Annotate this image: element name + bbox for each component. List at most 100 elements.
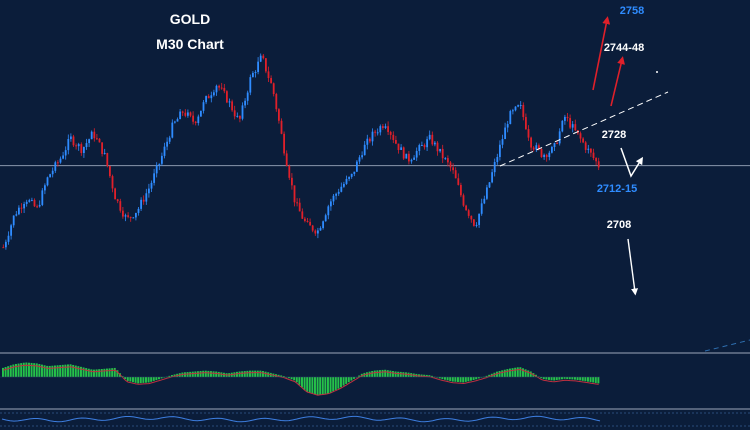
oscillator-bar <box>592 377 595 383</box>
candle-body <box>337 191 340 194</box>
candle-body <box>543 154 546 158</box>
oscillator-bar <box>316 377 319 396</box>
candle-body <box>46 177 49 186</box>
candle-body <box>173 121 176 123</box>
oscillator-bar <box>488 374 491 377</box>
candle-body <box>166 141 169 147</box>
candle-body <box>324 215 327 222</box>
oscillator-bar <box>246 370 249 377</box>
oscillator-bar <box>4 367 7 377</box>
candle-body <box>181 111 184 113</box>
oscillator-bar <box>306 377 309 392</box>
oscillator-bar <box>293 377 296 381</box>
candle-body <box>298 202 301 212</box>
arrow-up-2744 <box>610 56 625 107</box>
oscillator-bar <box>561 377 563 380</box>
candle-body <box>69 136 72 140</box>
oscillator-bar <box>529 371 532 377</box>
oscillator-bar <box>314 377 316 395</box>
oscillator-bar <box>574 377 576 380</box>
candle-body <box>23 203 26 209</box>
trendline <box>499 91 669 167</box>
annotations: 2758 2744-48 2728 2712-15 2708 <box>592 5 658 296</box>
oscillator-bar <box>142 377 145 383</box>
candle-body <box>231 101 234 111</box>
candle-body <box>415 150 418 158</box>
candle-body <box>402 147 405 159</box>
candle-body <box>179 111 182 120</box>
oscillator-bar <box>137 377 140 384</box>
candle-body <box>350 173 353 177</box>
candle-body <box>33 199 36 207</box>
oscillator-bar <box>345 377 348 384</box>
oscillator-bar <box>594 377 597 383</box>
oscillator-bar <box>35 363 38 377</box>
candle-body <box>371 131 374 142</box>
oscillator-bar <box>204 370 207 377</box>
oscillator-bar <box>54 365 56 377</box>
candle-body <box>228 101 231 103</box>
oscillator-bar <box>116 370 119 377</box>
candle-body <box>387 126 390 132</box>
candle-body <box>397 143 400 150</box>
candle-body <box>293 185 296 203</box>
oscillator-bar <box>33 363 36 377</box>
oscillator-bar <box>103 368 106 377</box>
oscillator-bar <box>69 364 72 377</box>
candle-body <box>210 95 213 99</box>
chart-subtitle: M30 Chart <box>156 36 224 52</box>
oscillator-bar <box>59 365 62 377</box>
candle-body <box>322 221 325 229</box>
candle-body <box>82 146 85 153</box>
oscillator-bar <box>22 362 25 377</box>
candle-body <box>452 167 455 171</box>
candle-body <box>62 155 65 159</box>
candle-body <box>59 158 62 163</box>
candle-body <box>366 138 369 145</box>
candle-body <box>64 150 67 156</box>
oscillator-bar <box>451 377 454 382</box>
oscillator-bar <box>243 371 246 377</box>
oscillator-bar <box>12 364 15 377</box>
candle-body <box>501 139 504 145</box>
oscillator-bar <box>262 371 264 377</box>
candle-body <box>95 138 98 140</box>
candle-body <box>168 137 171 142</box>
oscillator-bar <box>553 377 556 381</box>
candle-body <box>197 116 200 124</box>
arrow-up-2758 <box>592 16 611 91</box>
oscillator-bar <box>126 377 129 381</box>
oscillator-bar <box>311 377 314 394</box>
candle-body <box>509 111 512 125</box>
oscillator-bar <box>558 377 561 380</box>
oscillator-bar <box>446 377 449 381</box>
candle-body <box>134 212 137 218</box>
arrow-down-up-2712 <box>620 147 643 178</box>
oscillator-bar <box>334 377 337 390</box>
candle-body <box>205 96 208 103</box>
candle-body <box>7 235 10 242</box>
candle-body <box>127 215 130 217</box>
candle-body <box>413 157 416 160</box>
candle-body <box>561 120 564 132</box>
candle-body <box>335 193 338 196</box>
oscillator-bar <box>288 377 290 379</box>
candle-body <box>306 220 309 222</box>
candle-body <box>410 159 413 162</box>
oscillator-signal-line <box>3 364 599 396</box>
candle-body <box>4 241 7 248</box>
candle-body <box>285 153 288 166</box>
oscillator-bar <box>152 377 155 381</box>
oscillator-bar <box>171 375 173 377</box>
oscillator-bar <box>470 377 472 381</box>
oscillator-bar <box>215 371 218 377</box>
candle-body <box>145 193 148 202</box>
candle-body <box>566 116 569 119</box>
candle-body <box>571 124 574 128</box>
oscillator-bar <box>475 377 478 380</box>
oscillator-bar <box>449 377 452 382</box>
oscillator-bar <box>267 372 270 377</box>
oscillator-bar <box>106 368 108 377</box>
oscillator-bar <box>2 367 4 377</box>
